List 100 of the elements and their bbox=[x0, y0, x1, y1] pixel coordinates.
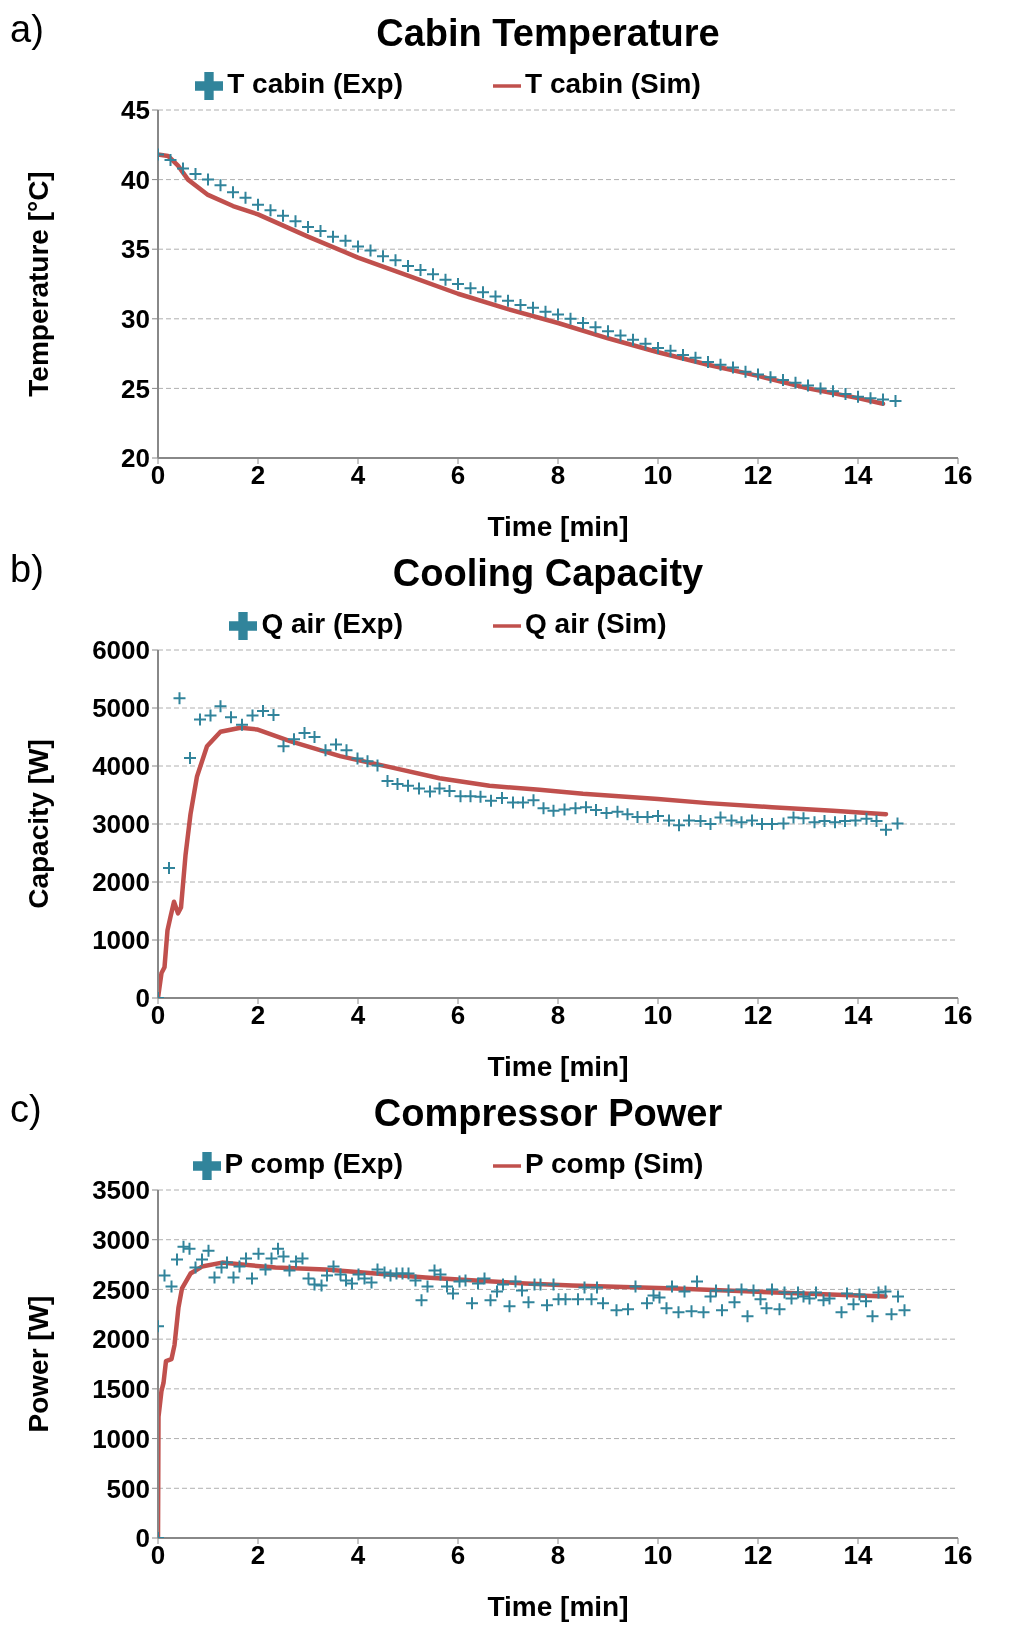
y-tick-label: 20 bbox=[121, 443, 150, 474]
x-tick-label: 14 bbox=[843, 1000, 873, 1031]
x-tick-label: 12 bbox=[743, 1000, 773, 1031]
y-tick-label: 4000 bbox=[92, 751, 150, 782]
x-axis-title: Time [min] bbox=[487, 1051, 629, 1082]
x-tick-label: 6 bbox=[450, 460, 466, 491]
point bbox=[263, 203, 278, 218]
point bbox=[626, 332, 640, 347]
x-tick-label: 14 bbox=[843, 1540, 873, 1571]
x-tick-label: 8 bbox=[550, 1540, 566, 1571]
x-tick-label: 4 bbox=[350, 460, 366, 491]
point bbox=[376, 249, 390, 264]
point bbox=[663, 343, 678, 358]
chart-title: Cooling Capacity bbox=[392, 552, 704, 594]
point bbox=[863, 391, 878, 406]
point bbox=[801, 378, 815, 393]
point bbox=[551, 307, 565, 322]
y-tick-label: 25 bbox=[121, 373, 150, 404]
y-tick-label: 45 bbox=[121, 95, 150, 126]
point bbox=[413, 263, 428, 278]
text: a) bbox=[10, 8, 44, 51]
legend-label: T cabin (Exp) bbox=[227, 68, 403, 99]
point bbox=[526, 300, 540, 315]
point bbox=[238, 190, 253, 205]
point bbox=[363, 243, 378, 258]
legend-label: Q air (Sim) bbox=[525, 608, 667, 639]
y-tick-label: 40 bbox=[121, 164, 150, 195]
point bbox=[588, 320, 603, 335]
y-tick-label: 5000 bbox=[92, 693, 150, 724]
point bbox=[726, 360, 740, 375]
point bbox=[338, 233, 353, 248]
point bbox=[888, 393, 903, 408]
point bbox=[601, 324, 615, 339]
point bbox=[213, 178, 228, 193]
point bbox=[163, 153, 178, 168]
x-tick-label: 10 bbox=[643, 460, 673, 491]
y-tick-label: 2000 bbox=[92, 1324, 150, 1355]
text: b) bbox=[10, 548, 44, 591]
point bbox=[788, 375, 803, 390]
point bbox=[763, 370, 778, 385]
x-axis-title: Time [min] bbox=[487, 1591, 629, 1622]
point bbox=[188, 167, 203, 182]
y-tick-label: 1500 bbox=[92, 1374, 150, 1405]
point bbox=[288, 214, 303, 229]
y-tick-label: 3000 bbox=[92, 1224, 150, 1255]
point bbox=[776, 373, 790, 388]
x-tick-label: 4 bbox=[350, 1000, 366, 1031]
x-tick-label: 6 bbox=[450, 1000, 466, 1031]
point bbox=[813, 381, 828, 396]
chart-title: Compressor Power bbox=[373, 1092, 723, 1134]
x-tick-label: 2 bbox=[250, 460, 266, 491]
point bbox=[351, 239, 365, 254]
point bbox=[226, 185, 240, 200]
y-axis-title: Capacity [W] bbox=[22, 739, 54, 909]
point bbox=[851, 389, 865, 404]
point bbox=[576, 315, 590, 330]
x-tick-label: 8 bbox=[550, 1000, 566, 1031]
point bbox=[701, 354, 715, 369]
y-axis-title: Temperature [°C] bbox=[22, 171, 54, 397]
point bbox=[876, 392, 890, 407]
y-tick-label: 1000 bbox=[92, 925, 150, 956]
point bbox=[751, 367, 765, 382]
point bbox=[426, 267, 440, 282]
x-axis-title: Time [min] bbox=[487, 511, 629, 542]
point bbox=[513, 297, 528, 312]
x-tick-label: 4 bbox=[350, 1540, 366, 1571]
legend-label: Q air (Exp) bbox=[261, 608, 403, 639]
point bbox=[501, 293, 515, 308]
y-tick-label: 2000 bbox=[92, 867, 150, 898]
point bbox=[826, 384, 840, 399]
y-tick-label: 2500 bbox=[92, 1274, 150, 1305]
x-tick-label: 10 bbox=[643, 1000, 673, 1031]
point bbox=[538, 304, 553, 319]
y-tick-label: 30 bbox=[121, 304, 150, 335]
point bbox=[838, 386, 853, 401]
y-tick-label: 500 bbox=[106, 1473, 150, 1504]
point bbox=[276, 208, 290, 223]
point bbox=[388, 253, 403, 268]
x-tick-label: 16 bbox=[943, 460, 973, 491]
point bbox=[438, 272, 453, 287]
y-tick-label: 3000 bbox=[92, 809, 150, 840]
point bbox=[463, 281, 478, 296]
chart-title: Cabin Temperature bbox=[376, 12, 720, 54]
x-tick-label: 12 bbox=[743, 460, 773, 491]
y-axis-title: Power [W] bbox=[22, 1295, 54, 1433]
point bbox=[563, 311, 578, 326]
x-tick-label: 6 bbox=[450, 1540, 466, 1571]
point bbox=[176, 161, 190, 176]
y-tick-label: 3500 bbox=[92, 1175, 150, 1206]
x-tick-label: 16 bbox=[943, 1000, 973, 1031]
point bbox=[301, 219, 315, 234]
point bbox=[313, 224, 328, 239]
y-tick-label: 1000 bbox=[92, 1423, 150, 1454]
point bbox=[201, 172, 215, 187]
legend-label: P comp (Exp) bbox=[224, 1148, 403, 1179]
point bbox=[651, 341, 665, 356]
legend-label: P comp (Sim) bbox=[525, 1148, 704, 1179]
text: c) bbox=[10, 1088, 42, 1131]
point bbox=[638, 336, 653, 351]
x-tick-label: 16 bbox=[943, 1540, 973, 1571]
